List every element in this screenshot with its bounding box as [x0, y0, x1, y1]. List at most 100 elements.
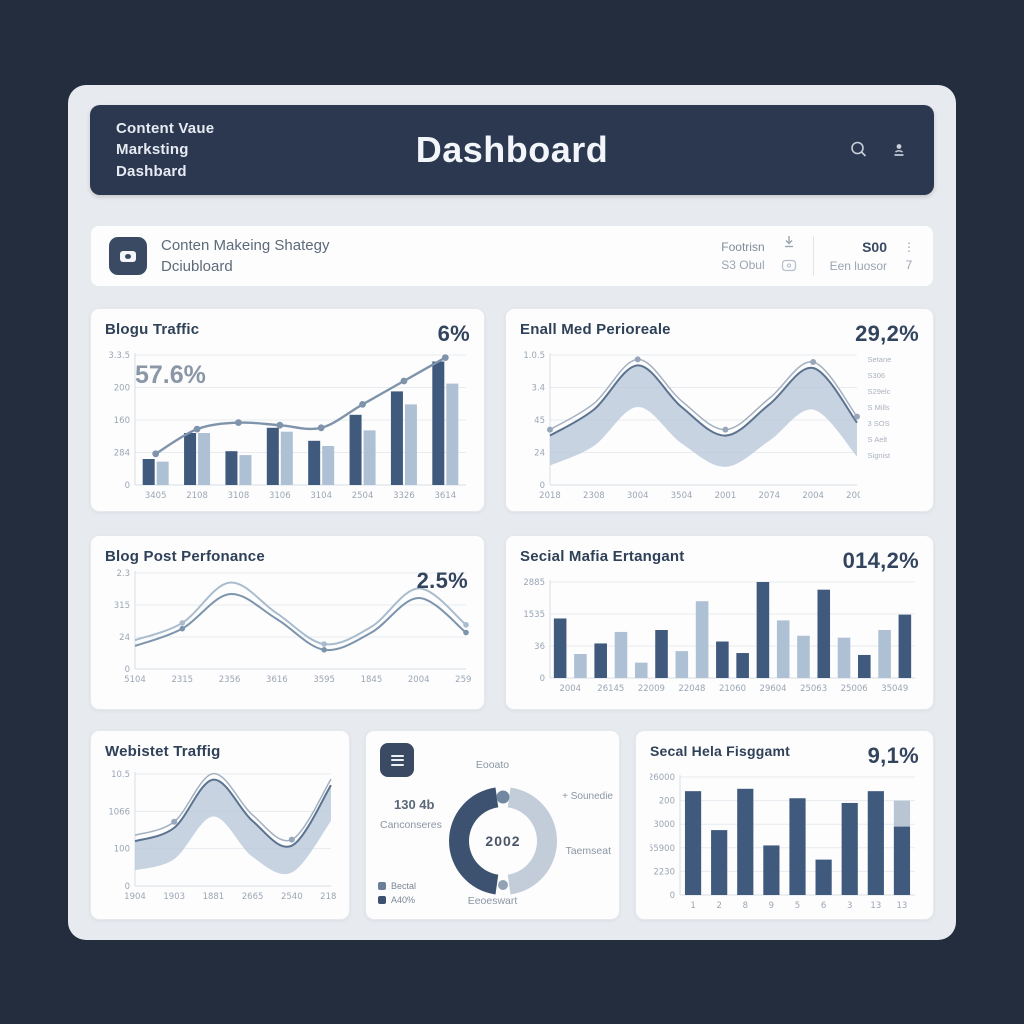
svg-text:35049: 35049: [881, 684, 908, 694]
area-band: [550, 365, 857, 467]
area-band: [135, 779, 331, 875]
card-title: Webistet Traffig: [105, 743, 221, 760]
dashboard-panel: Content Vaue Marksting Dashbard Dashboar…: [68, 85, 956, 940]
kebab-icon[interactable]: ⋮: [903, 240, 915, 254]
svg-text:0: 0: [125, 882, 130, 892]
meta1-top: Footrisn: [721, 240, 765, 254]
search-icon[interactable]: [848, 139, 870, 161]
bar: [867, 791, 884, 895]
donut-right-top-label: + Sounedie: [562, 791, 613, 802]
blog-traffic-chart: 3.3.5 200 160 284 0 3405 2108 3108 3106 3104 2504 3…: [108, 351, 466, 501]
svg-text:22048: 22048: [678, 684, 705, 694]
svg-text:22009: 22009: [638, 684, 665, 694]
donut-center-value: 2002: [485, 833, 521, 849]
svg-text:9: 9: [769, 901, 774, 911]
side-label: Setane: [867, 355, 892, 364]
bar: [736, 653, 749, 678]
card-title: Enall Med Perioreale: [520, 321, 671, 338]
meta2-top: S00: [862, 239, 887, 255]
svg-text:55900: 55900: [650, 844, 675, 854]
side-label: S29elc: [867, 387, 891, 396]
svg-text:0: 0: [125, 481, 130, 491]
svg-text:1: 1: [690, 901, 695, 911]
bar: [841, 802, 858, 895]
svg-text:3.4: 3.4: [531, 384, 545, 394]
donut-bottom-label: Eeoeswart: [467, 895, 518, 907]
svg-text:2540: 2540: [281, 892, 303, 902]
svg-text:3326: 3326: [393, 491, 415, 501]
donut-dot: [496, 790, 510, 804]
svg-text:3504: 3504: [671, 491, 693, 501]
line-dark: [134, 593, 467, 652]
svg-text:2885: 2885: [523, 578, 545, 588]
bar-dark: [142, 459, 155, 485]
card-website-traffic: Webistet Traffig 10.5 1066 100 0 1904 1903 188…: [90, 730, 350, 920]
svg-text:13: 13: [870, 901, 881, 911]
brand-line-1: Content Vaue: [116, 120, 215, 138]
card-value: 29,2%: [855, 321, 919, 346]
card-value: 6%: [437, 321, 470, 346]
svg-text:2504: 2504: [352, 491, 374, 501]
svg-text:3: 3: [847, 901, 852, 911]
svg-text:284: 284: [114, 449, 130, 459]
svg-text:160: 160: [114, 416, 130, 426]
bar-light: [198, 433, 211, 485]
svg-text:3000: 3000: [653, 820, 675, 830]
download-icon[interactable]: [782, 235, 796, 253]
svg-text:100: 100: [114, 845, 130, 855]
svg-text:3405: 3405: [145, 491, 167, 501]
svg-text:2004: 2004: [802, 491, 824, 501]
svg-text:1066: 1066: [108, 807, 130, 817]
bar-light: [404, 404, 417, 485]
svg-text:25063: 25063: [800, 684, 827, 694]
svg-text:45: 45: [534, 416, 545, 426]
bar: [695, 601, 709, 678]
meta-group-1: Footrisn S3 Obul: [721, 240, 764, 272]
bar: [634, 662, 648, 678]
brand-text: Content Vaue Marksting Dashbard: [116, 118, 214, 182]
svg-text:2315: 2315: [171, 675, 193, 685]
user-icon[interactable]: [888, 139, 910, 161]
subheader-bar: Conten Makeing Shategy Dciubloard Footri…: [90, 225, 934, 287]
meta-icons-1: [781, 235, 797, 277]
svg-text:2308: 2308: [583, 491, 605, 501]
bar-dark: [184, 433, 197, 485]
bar-split-dark: [893, 826, 911, 895]
card-email-performance: Enall Med Perioreale 29,2% 1.0.5 3.4 45 24 0…: [505, 308, 934, 512]
svg-text:3106: 3106: [269, 491, 291, 501]
svg-text:200: 200: [659, 797, 675, 807]
svg-text:2596: 2596: [455, 675, 472, 685]
svg-text:0: 0: [125, 665, 130, 675]
subheader-text: Conten Makeing Shategy Dciubloard: [161, 235, 329, 277]
svg-text:3616: 3616: [266, 675, 288, 685]
bar-split-light: [893, 800, 911, 827]
svg-text:2074: 2074: [758, 491, 780, 501]
donut-segment-dark: [449, 787, 499, 895]
bar: [756, 582, 770, 678]
brand-line-3: Dashbard: [116, 162, 187, 180]
list-icon: [380, 743, 414, 777]
legend-item: Bectal: [378, 881, 416, 891]
filter-icon[interactable]: 7: [905, 258, 913, 272]
svg-text:1903: 1903: [163, 892, 185, 902]
bar-light: [280, 431, 293, 485]
side-label: S Aelt: [867, 435, 888, 444]
donut-chart: [449, 787, 557, 895]
svg-text:24: 24: [534, 449, 545, 459]
svg-text:10.5: 10.5: [111, 770, 130, 780]
divider: [812, 236, 814, 276]
svg-text:3595: 3595: [313, 675, 335, 685]
copy-icon[interactable]: [781, 259, 797, 277]
svg-text:315: 315: [114, 601, 130, 611]
svg-text:5104: 5104: [124, 675, 146, 685]
svg-text:2006: 2006: [846, 491, 859, 501]
card-value: 2.5%: [416, 568, 468, 593]
card-title: Secal Hela Fisggamt: [650, 743, 790, 759]
svg-text:0: 0: [540, 481, 545, 491]
bar-dark: [390, 391, 403, 485]
page-title: Dashboard: [415, 129, 609, 170]
side-label: S Mills: [867, 403, 890, 412]
